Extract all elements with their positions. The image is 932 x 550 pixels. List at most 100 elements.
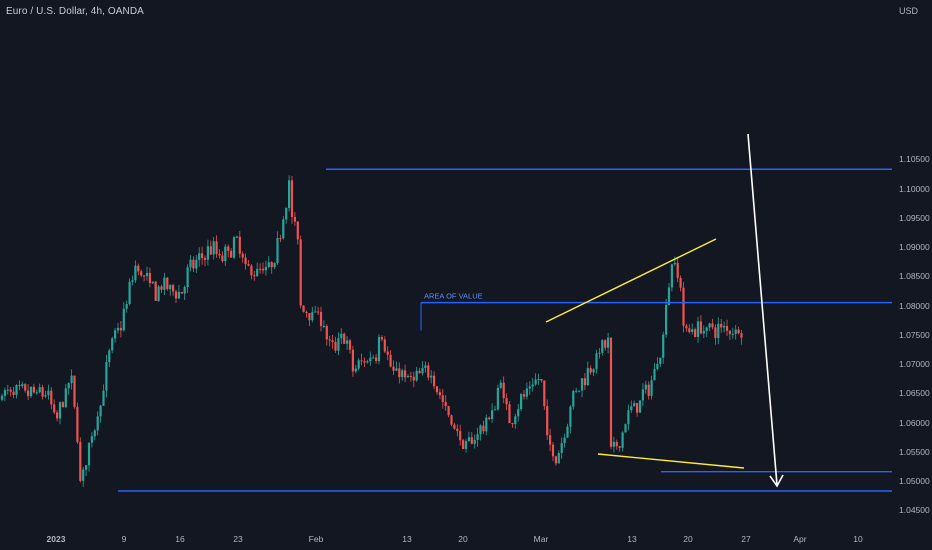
candle-body bbox=[575, 390, 578, 392]
candle-body bbox=[531, 384, 534, 387]
candle-body bbox=[134, 265, 137, 281]
candle-body bbox=[676, 262, 679, 278]
candle-body bbox=[694, 329, 697, 337]
candle-body bbox=[563, 437, 566, 444]
candle-body bbox=[354, 368, 357, 372]
candle-body bbox=[502, 382, 505, 399]
candle-body bbox=[392, 366, 395, 371]
wedge-trendline bbox=[545, 238, 717, 323]
candle-body bbox=[569, 406, 572, 427]
candle-body bbox=[111, 338, 114, 351]
candle-body bbox=[395, 368, 398, 371]
candle-body bbox=[650, 380, 653, 396]
candle-body bbox=[299, 239, 302, 306]
candle-body bbox=[201, 253, 204, 258]
candle-body bbox=[682, 287, 685, 326]
candle-body bbox=[47, 390, 50, 396]
candle-body bbox=[247, 264, 250, 266]
candle-body bbox=[731, 333, 734, 335]
candle-body bbox=[218, 253, 221, 256]
y-tick-label: 1.08500 bbox=[899, 271, 930, 282]
candle-body bbox=[105, 362, 108, 391]
candle-body bbox=[409, 376, 412, 378]
candle-body bbox=[288, 180, 291, 208]
candle-body bbox=[659, 357, 662, 364]
candle-body bbox=[346, 340, 349, 344]
candle-body bbox=[137, 265, 140, 272]
candle-body bbox=[163, 277, 166, 290]
candle-body bbox=[143, 275, 146, 277]
candle-body bbox=[453, 424, 456, 429]
x-tick-label: Feb bbox=[308, 534, 324, 544]
candle-body bbox=[0, 395, 4, 400]
x-tick-label: 10 bbox=[853, 534, 863, 544]
x-tick-label: 23 bbox=[233, 534, 243, 544]
candle-body bbox=[572, 390, 575, 407]
candle-body bbox=[73, 375, 76, 407]
candle-body bbox=[172, 285, 175, 292]
candle-body bbox=[206, 246, 209, 260]
candle-body bbox=[76, 406, 79, 443]
symbol-title: Euro / U.S. Dollar, 4h, OANDA bbox=[6, 6, 144, 17]
horizontal-levels[interactable] bbox=[118, 168, 892, 492]
candle-body bbox=[372, 357, 375, 359]
candle-body bbox=[270, 262, 273, 268]
candle-body bbox=[609, 337, 613, 447]
candle-body bbox=[377, 337, 381, 362]
forecast-arrow[interactable] bbox=[747, 133, 784, 488]
candle-body bbox=[505, 398, 508, 405]
candle-body bbox=[438, 392, 441, 396]
arrow-shaft bbox=[747, 133, 778, 486]
candle-body bbox=[67, 383, 70, 389]
candle-body bbox=[145, 272, 149, 277]
candle-body bbox=[470, 437, 473, 444]
candle-body bbox=[296, 221, 299, 240]
candle-body bbox=[102, 390, 105, 406]
candle-body bbox=[592, 369, 595, 373]
candle-body bbox=[238, 236, 241, 254]
candle-body bbox=[53, 404, 56, 413]
candle-body bbox=[644, 384, 647, 390]
candle-body bbox=[685, 325, 688, 329]
candle-body bbox=[279, 238, 282, 240]
trendlines[interactable] bbox=[545, 238, 745, 469]
candle-body bbox=[511, 423, 514, 425]
candle-body bbox=[711, 323, 714, 328]
candle-body bbox=[131, 280, 134, 282]
candle-body bbox=[250, 265, 253, 276]
y-tick-label: 1.10500 bbox=[899, 154, 930, 165]
candle-body bbox=[537, 379, 540, 381]
candle-body bbox=[691, 329, 694, 332]
candle-body bbox=[35, 392, 38, 394]
x-tick-label: 9 bbox=[121, 534, 127, 544]
x-tick-label: 20 bbox=[683, 534, 693, 544]
candle-body bbox=[230, 250, 233, 258]
candle-body bbox=[380, 337, 383, 340]
candle-body bbox=[15, 384, 18, 395]
candle-body bbox=[406, 376, 410, 378]
candle-body bbox=[32, 386, 35, 393]
candle-body bbox=[319, 311, 323, 327]
candle-body bbox=[479, 425, 482, 435]
candle-body bbox=[87, 442, 91, 466]
y-tick-label: 1.07000 bbox=[899, 359, 930, 370]
candle-body bbox=[496, 387, 499, 410]
candle-body bbox=[259, 268, 262, 270]
candle-body bbox=[737, 329, 740, 334]
y-tick-label: 1.06500 bbox=[899, 388, 930, 399]
candle-body bbox=[636, 403, 639, 413]
candle-body bbox=[169, 285, 172, 290]
candle-body bbox=[157, 286, 160, 301]
candle-body bbox=[525, 388, 528, 397]
candle-body bbox=[232, 237, 236, 258]
candle-body bbox=[534, 379, 537, 385]
candle-body bbox=[641, 389, 644, 401]
candle-body bbox=[253, 275, 256, 277]
candle-body bbox=[195, 259, 198, 269]
candle-body bbox=[717, 323, 720, 339]
candle-body bbox=[578, 390, 581, 392]
candle-body bbox=[21, 384, 24, 387]
candle-body bbox=[99, 405, 102, 417]
candle-body bbox=[618, 446, 621, 448]
